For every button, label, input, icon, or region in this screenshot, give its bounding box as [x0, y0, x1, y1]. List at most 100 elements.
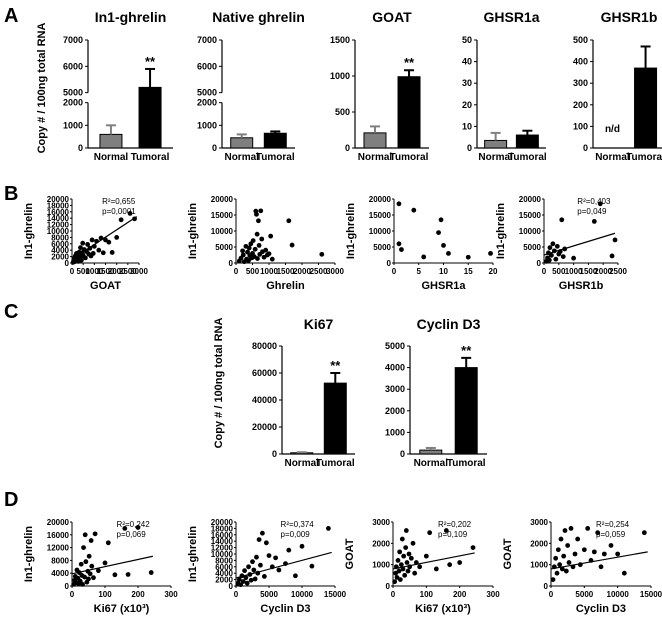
chart11-point-24: [92, 531, 98, 537]
chart12-point-11: [250, 559, 255, 565]
chart12-xtick-label-1: 5000: [260, 590, 278, 599]
chart13-point-20: [410, 540, 416, 546]
chart7-xtick-label-0: 0: [392, 267, 397, 276]
chart11-ylabel: In1-ghrelin: [23, 526, 35, 583]
chart12-point-29: [309, 563, 315, 569]
chart13-point-23: [417, 564, 423, 570]
chart12-point-21: [266, 553, 272, 558]
chart5-point-30: [96, 247, 102, 253]
chart12-point-30: [326, 526, 331, 531]
chart8-pvalue: p=0,049: [577, 207, 607, 216]
chart6-ytick-label-2: 10000: [211, 227, 234, 236]
chart14-ytick-label-2: 2000: [530, 539, 548, 548]
chart11-point-20: [87, 571, 93, 577]
chart13-xtick-label-1: 100: [420, 590, 434, 599]
chart1-ytick-label-3: 5000: [197, 88, 217, 98]
panel-label-a: A: [4, 5, 18, 27]
chart3-xlabel-1: Tumoral: [508, 152, 547, 163]
chart3-bar-1: [515, 134, 539, 149]
chart13-point-8: [398, 562, 404, 568]
chart8-ylabel: In1-ghrelin: [495, 203, 507, 260]
chart2-bar-1: [397, 76, 421, 149]
chart6-point-32: [269, 256, 275, 262]
chart8-point-13: [560, 254, 566, 259]
chart7-point-8: [446, 251, 451, 256]
chart3-title: GHSR1a: [483, 9, 539, 25]
chart5-xtick-label-6: 3000: [130, 267, 148, 276]
chart5-xtick-label-1: 500: [76, 267, 90, 276]
chart9-ytick-label-1: 20000: [252, 422, 277, 432]
chart11-xtick-label-2: 200: [131, 590, 145, 599]
chart0-bar-1: [138, 86, 162, 149]
chart6-xtick-label-4: 2000: [293, 267, 311, 276]
chart5-point-36: [114, 235, 120, 240]
chart0-ytick-label-2: 2000: [63, 98, 83, 108]
chart11-xtick-label-1: 100: [98, 590, 112, 599]
chart9-ytick-label-4: 80000: [252, 341, 277, 351]
chart13-point-4: [395, 558, 401, 563]
chart4-ytick-label-5: 500: [573, 35, 588, 45]
chart8-xtick-label-0: 0: [542, 267, 547, 276]
chart12-xlabel: Cyclin D3: [260, 603, 310, 615]
chart5-ytick-label-6: 12000: [47, 221, 70, 230]
chart6-point-20: [255, 256, 260, 261]
chart7-point-2: [399, 247, 404, 252]
chart13-point-12: [402, 572, 408, 578]
chart10-title: Cyclin D3: [417, 316, 481, 332]
chart14-point-23: [598, 564, 604, 570]
chart8-point-19: [612, 237, 618, 243]
chart6-ytick-label-0: 0: [229, 259, 234, 268]
chart1-xlabel-0: Normal: [224, 152, 259, 163]
chart12-point-1: [236, 577, 242, 582]
chart11-point-30: [125, 572, 131, 577]
chart14-point-28: [641, 530, 647, 536]
chart11-ytick-label-2: 8000: [51, 556, 69, 565]
chart12-point-4: [240, 579, 246, 584]
chart14-ytick-label-0: 0: [544, 582, 549, 591]
chart7-point-7: [441, 243, 446, 248]
chart4-xlabel-0: Normal: [595, 152, 630, 163]
chart6-ylabel: In1-ghrelin: [187, 203, 199, 260]
chart1-ytick-label-5: 7000: [197, 35, 217, 45]
chart12-point-26: [286, 547, 292, 553]
chart6-point-25: [259, 236, 265, 242]
chart6-point-14: [250, 238, 256, 244]
panel-label-d: D: [4, 489, 18, 511]
chart12-point-5: [242, 568, 247, 574]
chart6-xtick-label-0: 0: [234, 267, 239, 276]
chart5-xtick-label-0: 0: [70, 267, 75, 276]
chart9-ytick-label-3: 60000: [252, 368, 277, 378]
chart9-ytick-label-0: 0: [272, 449, 277, 459]
chart7-ytick-label-2: 10000: [369, 227, 392, 236]
chart9-bar-1: [323, 382, 347, 455]
chart5-xtick-label-2: 1000: [85, 267, 103, 276]
chart12-ytick-label-9: 18000: [211, 524, 234, 533]
chart7-point-1: [396, 241, 402, 247]
chart12-point-19: [261, 574, 267, 579]
chart7-xtick-label-1: 5: [417, 267, 422, 276]
chart1-bar-0: [230, 137, 254, 149]
chart6-point-3: [240, 252, 246, 258]
chart10-ytick-label-3: 3000: [385, 384, 405, 394]
chart5-ytick-label-8: 16000: [47, 208, 70, 217]
chart12-point-13: [252, 576, 258, 582]
chart13-ytick-label-1: 1000: [372, 561, 390, 570]
chart14-point-9: [562, 528, 568, 533]
chart8-point-8: [553, 256, 559, 262]
chart8-ytick-label-3: 15000: [519, 211, 542, 220]
chart14-pvalue: p=0,059: [596, 530, 626, 539]
chart11-ytick-label-3: 12000: [47, 544, 70, 553]
chart13-point-14: [403, 528, 409, 533]
chart13-point-11: [401, 553, 407, 559]
chart6-xtick-label-1: 500: [246, 267, 260, 276]
chart5-point-35: [109, 250, 115, 255]
chart13-point-28: [447, 562, 453, 568]
chart5-ytick-label-2: 4000: [51, 246, 69, 255]
chart14-point-12: [566, 560, 572, 565]
chart12-point-10: [248, 577, 254, 583]
chart13-point-30: [470, 545, 476, 550]
chart12-xtick-label-3: 15000: [324, 590, 347, 599]
chart5-ytick-label-0: 0: [65, 259, 70, 268]
chart7-ytick-label-1: 5000: [373, 243, 391, 252]
